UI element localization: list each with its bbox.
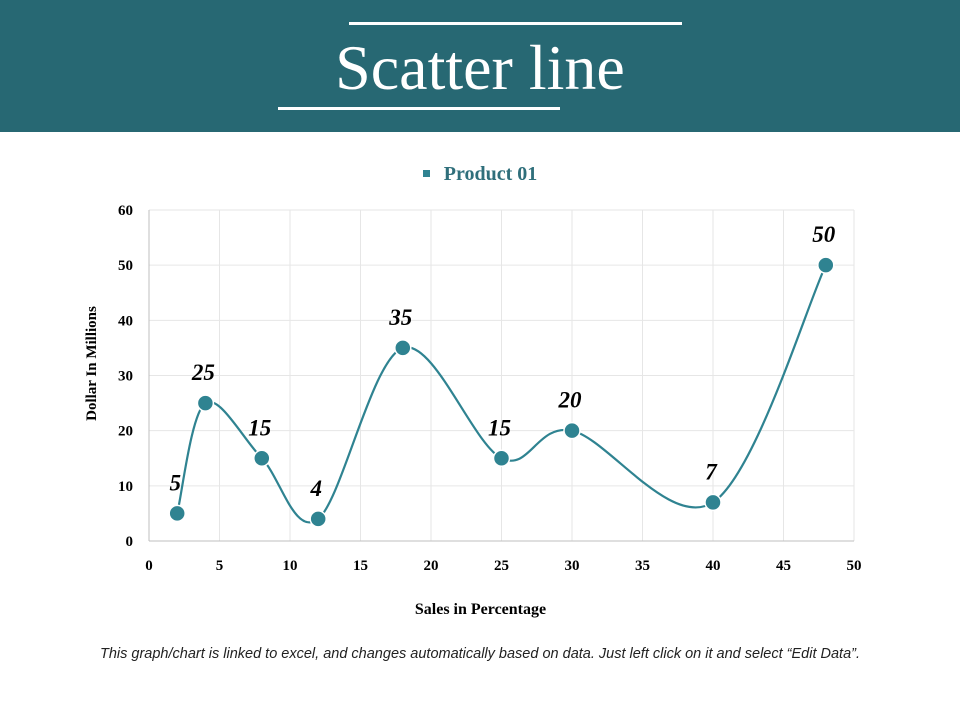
x-tick-label: 5: [216, 558, 224, 574]
title-decoration-line-top: [349, 22, 682, 25]
title-decoration-line-bottom: [278, 107, 560, 110]
data-point: [253, 449, 271, 467]
slide-title: Scatter line: [335, 32, 625, 103]
data-point: [817, 256, 835, 274]
data-label: 15: [488, 415, 511, 440]
data-label: 4: [309, 476, 322, 501]
x-tick-label: 35: [635, 558, 650, 574]
x-tick-label: 30: [565, 558, 580, 574]
y-tick-label: 10: [118, 479, 133, 495]
x-tick-label: 15: [353, 558, 368, 574]
y-tick-label: 30: [118, 369, 133, 385]
x-tick-label: 40: [706, 558, 721, 574]
y-tick-label: 60: [118, 203, 133, 219]
data-point: [563, 421, 581, 440]
legend-label: Product 01: [443, 163, 538, 185]
data-label: 5: [169, 470, 181, 495]
y-tick-label: 50: [118, 258, 133, 274]
data-point: [196, 394, 215, 412]
data-point: [309, 510, 327, 528]
legend-marker-icon: [422, 169, 430, 177]
x-tick-label: 45: [776, 558, 791, 574]
title-banner: Scatter line: [0, 0, 960, 132]
data-point: [704, 493, 722, 512]
data-label: 35: [388, 305, 412, 330]
data-label: 15: [248, 415, 271, 440]
data-label: 50: [812, 222, 836, 247]
y-tick-label: 40: [118, 313, 133, 329]
footnote: This graph/chart is linked to excel, and…: [99, 646, 861, 662]
data-label: 25: [191, 360, 215, 385]
chart-legend: Product 01: [0, 160, 960, 188]
x-tick-label: 50: [847, 558, 862, 574]
y-axis-title: Dollar In Millions: [84, 306, 100, 421]
y-tick-label: 0: [126, 534, 134, 550]
x-tick-label: 0: [145, 558, 153, 574]
data-label: 20: [558, 388, 583, 413]
x-tick-label: 10: [283, 558, 298, 574]
data-point: [492, 449, 511, 467]
y-tick-label: 20: [118, 424, 133, 440]
x-axis-title: Sales in Percentage: [415, 601, 546, 618]
data-point: [168, 504, 186, 523]
x-tick-label: 25: [494, 558, 509, 574]
data-point: [394, 339, 412, 357]
data-label: 7: [705, 459, 718, 484]
x-tick-label: 20: [424, 558, 439, 574]
